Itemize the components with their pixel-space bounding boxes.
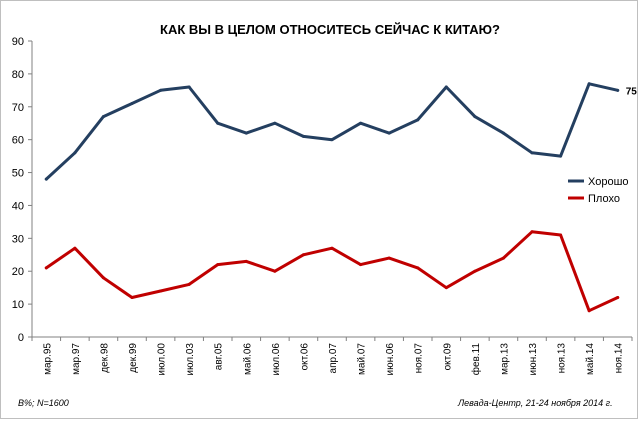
data-point [216,121,220,125]
y-tick-label: 60 [12,135,24,147]
x-tick-label: окт.06 [299,343,310,371]
data-point [244,131,248,135]
x-tick-label: ноя.07 [414,343,425,374]
data-point [501,131,505,135]
y-tick-label: 40 [12,200,24,212]
x-tick-label: июл.00 [157,343,168,376]
y-tick-label: 90 [12,36,24,48]
data-point [473,115,477,119]
data-point [130,296,134,300]
x-tick-label: мар.97 [71,343,82,375]
x-tick-label: дек.99 [128,343,139,373]
x-tick-label: май.07 [357,343,368,375]
data-point [273,269,277,273]
x-tick-label: ноя.13 [557,343,568,374]
data-point [301,253,305,257]
data-point [44,177,48,181]
data-point [616,88,620,92]
data-point [159,289,163,293]
data-point [73,246,77,250]
series-line-1 [44,82,620,181]
data-point [187,282,191,286]
sample-note: В%; N=1600 [18,398,69,408]
x-tick-label: май.14 [585,343,596,375]
data-point [473,269,477,273]
data-point [416,118,420,122]
data-point [416,266,420,270]
data-point [101,115,105,119]
data-point [73,151,77,155]
x-tick-label: дек.98 [99,343,110,373]
data-point [387,256,391,260]
data-point [530,151,534,155]
data-label: 75 [626,86,638,97]
data-point [587,309,591,313]
data-point [44,266,48,270]
y-tick-label: 70 [12,102,24,114]
data-point [444,85,448,89]
data-point [501,256,505,260]
x-tick-label: мар.13 [499,343,510,375]
data-point [530,230,534,234]
data-point [359,121,363,125]
data-point [330,138,334,142]
legend-label-1: Хорошо [588,176,629,188]
x-tick-label: май.06 [242,343,253,375]
x-tick-label: июл.03 [185,343,196,376]
x-tick-label: апр.07 [328,343,339,374]
x-tick-label: фев.11 [470,343,482,376]
x-tick-label: окт.09 [442,343,453,371]
data-point [587,82,591,86]
y-tick-label: 10 [12,299,24,311]
data-point [159,88,163,92]
y-tick-label: 80 [12,69,24,81]
data-point [559,154,563,158]
data-point [216,263,220,267]
y-tick-label: 0 [18,332,24,344]
data-point [130,101,134,105]
x-tick-label: июн.06 [385,343,396,376]
legend-label-2: Плохо [588,193,620,205]
data-point [559,233,563,237]
x-tick-label: июн.13 [528,343,539,376]
source-note: Левада-Центр, 21-24 ноября 2014 г. [458,398,613,408]
x-tick-label: ноя.14 [614,343,625,374]
y-tick-label: 30 [12,233,24,245]
data-point [244,259,248,263]
data-point [101,276,105,280]
y-tick-label: 20 [12,266,24,278]
x-tick-label: авг.05 [214,343,225,371]
data-point [273,121,277,125]
data-point [187,85,191,89]
x-tick-label: мар.95 [42,343,53,375]
data-point [616,296,620,300]
data-point [387,131,391,135]
chart-title: КАК ВЫ В ЦЕЛОМ ОТНОСИТЕСЬ СЕЙЧАС К КИТАЮ… [160,22,500,37]
data-point [301,134,305,138]
y-tick-label: 50 [12,168,24,180]
x-tick-label: июл.06 [271,343,282,376]
data-point [330,246,334,250]
data-point [359,263,363,267]
data-point [444,286,448,290]
